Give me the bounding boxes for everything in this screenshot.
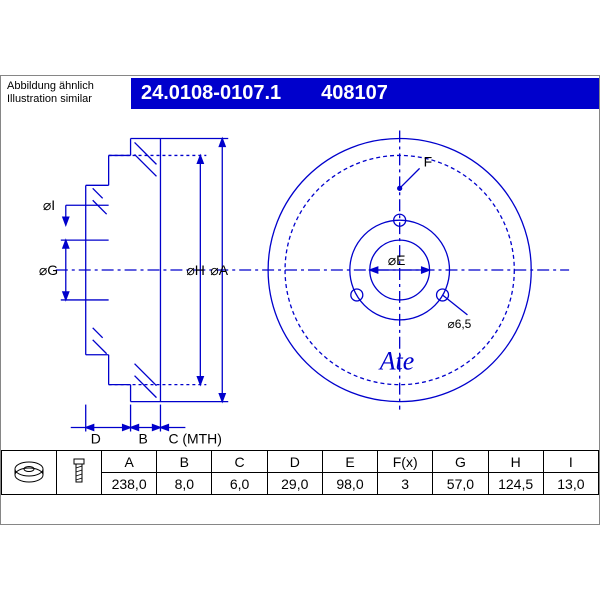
- label-diE: ⌀E: [388, 252, 406, 268]
- th-E: E: [322, 451, 377, 473]
- part-code: 408107: [321, 82, 388, 105]
- th-H: H: [488, 451, 543, 473]
- th-B: B: [157, 451, 212, 473]
- td-A: 238,0: [102, 473, 157, 495]
- label-C: C (MTH): [168, 431, 221, 447]
- diagram-area: ⌀I ⌀G ⌀H ⌀A ⌀E F ⌀6,5 D B C (MTH) Ate: [1, 110, 599, 450]
- td-H: 124,5: [488, 473, 543, 495]
- td-C: 6,0: [212, 473, 267, 495]
- caption-line2: Illustration similar: [7, 93, 125, 106]
- technical-drawing: ⌀I ⌀G ⌀H ⌀A ⌀E F ⌀6,5 D B C (MTH) Ate: [1, 110, 599, 450]
- label-diH: ⌀H: [186, 262, 204, 278]
- th-C: C: [212, 451, 267, 473]
- th-I: I: [543, 451, 598, 473]
- th-D: D: [267, 451, 322, 473]
- th-A: A: [102, 451, 157, 473]
- label-diI: ⌀I: [43, 198, 55, 214]
- td-G: 57,0: [433, 473, 488, 495]
- td-E: 98,0: [322, 473, 377, 495]
- th-G: G: [433, 451, 488, 473]
- td-D: 29,0: [267, 473, 322, 495]
- label-D: D: [91, 431, 101, 447]
- dimension-table: A B C D E F(x) G H I 238,0 8,0 6,0 29,0 …: [1, 450, 599, 495]
- td-I: 13,0: [543, 473, 598, 495]
- label-diA: ⌀A: [210, 262, 228, 278]
- bolt-icon-cell: [57, 451, 102, 495]
- label-F: F: [424, 154, 433, 170]
- drawing-container: Abbildung ähnlich Illustration similar 2…: [0, 75, 600, 525]
- caption-similar: Abbildung ähnlich Illustration similar: [1, 76, 131, 110]
- part-number: 24.0108-0107.1: [141, 82, 281, 105]
- title-bar: 24.0108-0107.1 408107: [131, 78, 599, 109]
- td-B: 8,0: [157, 473, 212, 495]
- caption-line1: Abbildung ähnlich: [7, 80, 125, 93]
- brand-logo: Ate: [378, 347, 415, 376]
- td-F: 3: [378, 473, 433, 495]
- label-B: B: [139, 431, 148, 447]
- label-hole: ⌀6,5: [448, 317, 472, 331]
- th-F: F(x): [378, 451, 433, 473]
- header-row: Abbildung ähnlich Illustration similar 2…: [1, 76, 599, 110]
- label-diG: ⌀G: [39, 262, 58, 278]
- table-header-row: A B C D E F(x) G H I: [2, 451, 599, 473]
- disc-icon-cell: [2, 451, 57, 495]
